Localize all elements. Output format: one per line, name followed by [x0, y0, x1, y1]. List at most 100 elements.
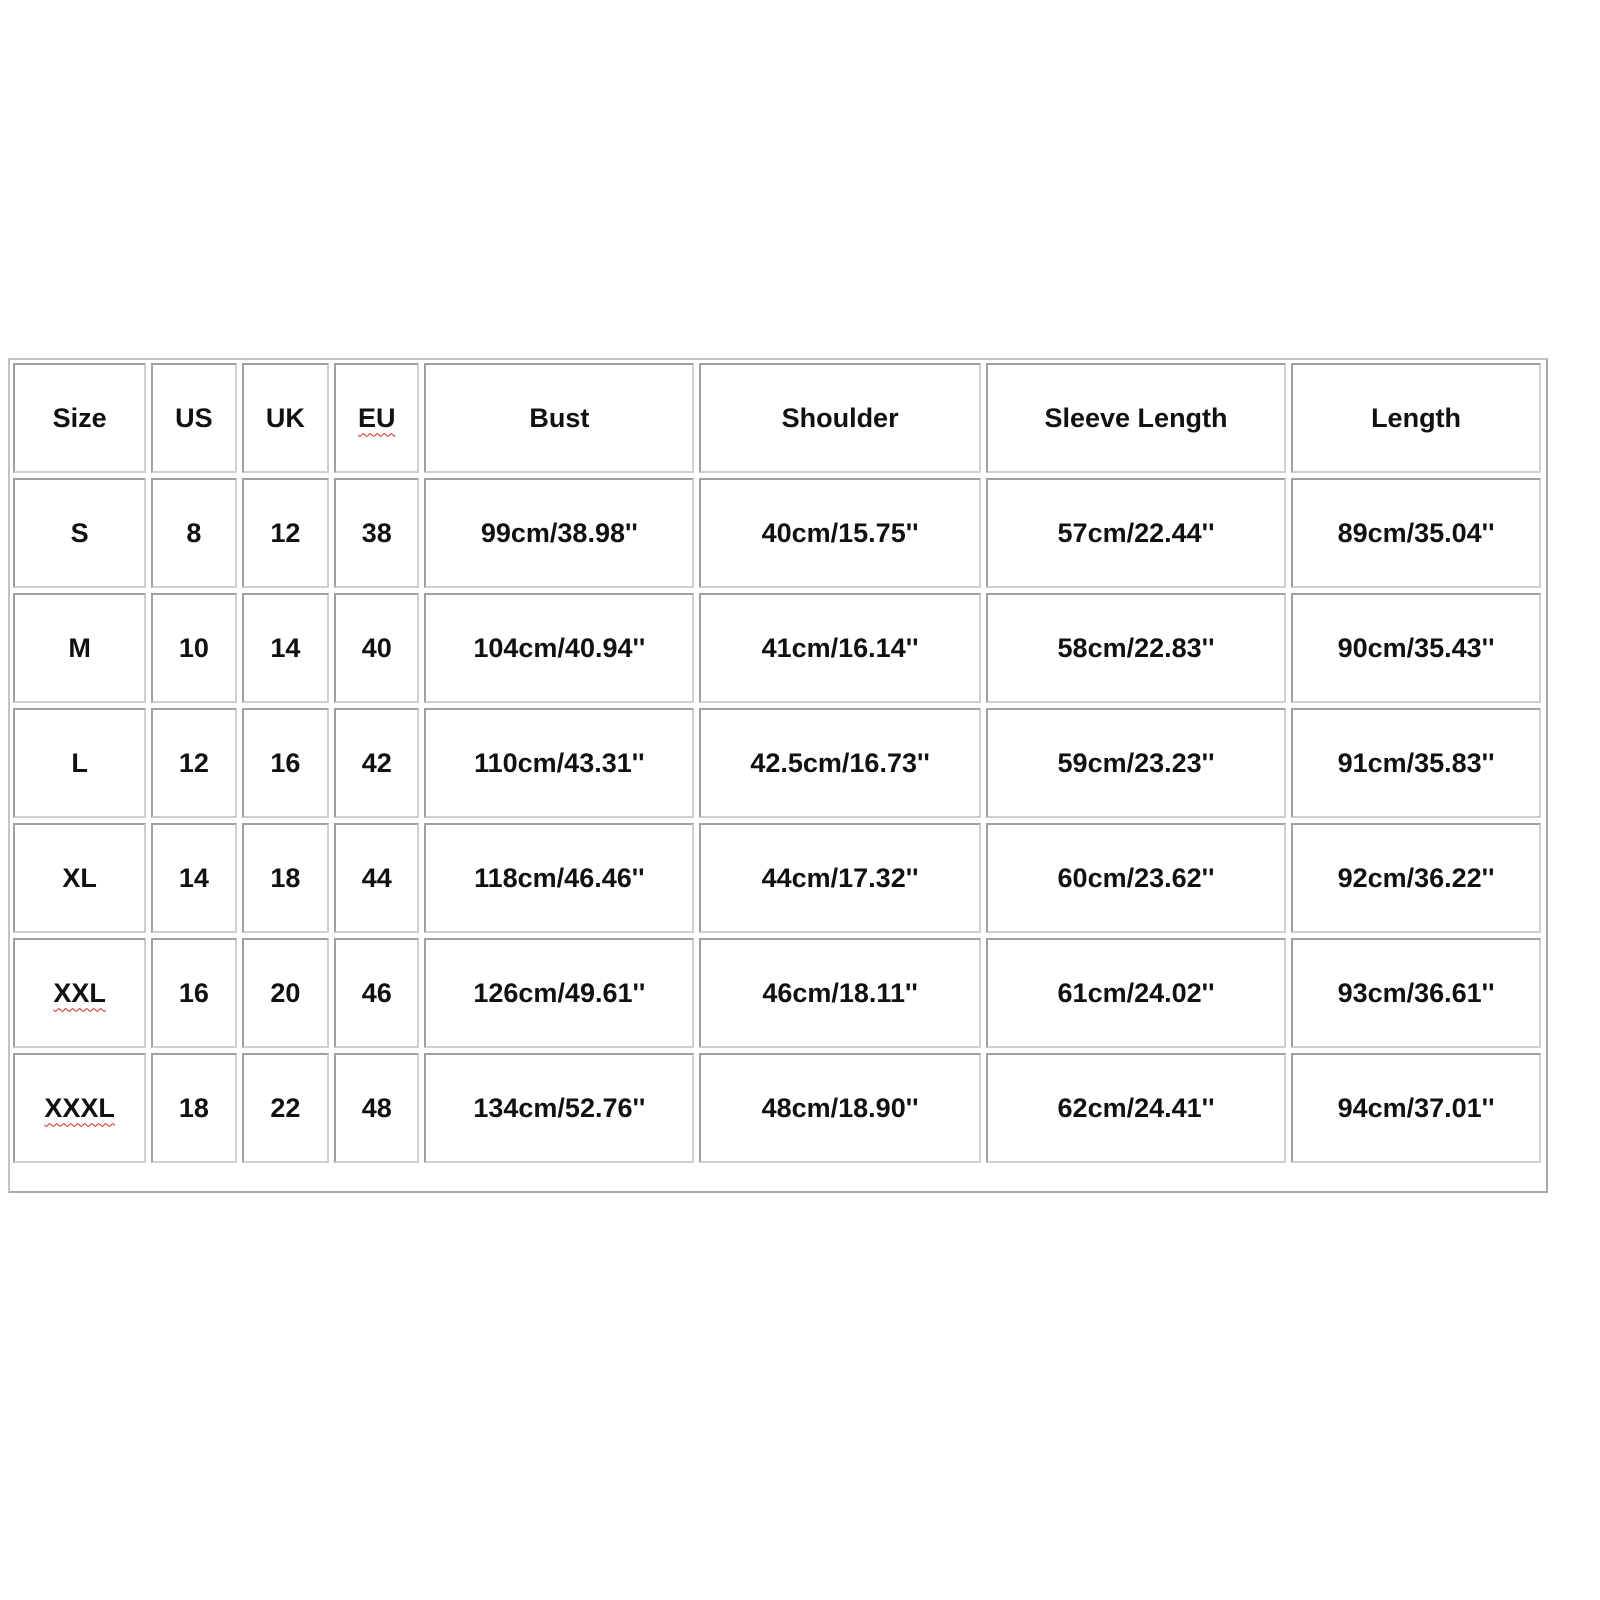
cell-text: 46: [361, 977, 392, 1008]
table-cell: 46: [334, 938, 420, 1048]
table-cell: XXXL: [13, 1053, 147, 1163]
table-cell: 104cm/40.94'': [424, 593, 695, 703]
cell-text: 61cm/24.02'': [1057, 977, 1215, 1008]
cell-text: XXL: [53, 977, 106, 1008]
table-cell: 89cm/35.04'': [1291, 478, 1541, 588]
table-cell: 61cm/24.02'': [985, 938, 1287, 1048]
table-cell: 12: [241, 478, 330, 588]
cell-text: 38: [361, 517, 392, 548]
size-chart-table: Size US UK EU Bust Shoulder Sleeve Length Lengt…: [8, 358, 1546, 1168]
table-cell: 42: [334, 708, 420, 818]
table-cell: 62cm/24.41'': [985, 1053, 1287, 1163]
cell-text: 134cm/52.76'': [473, 1092, 646, 1123]
table-cell: 44: [334, 823, 420, 933]
cell-text: 14: [270, 632, 301, 663]
cell-text: 40cm/15.75'': [761, 517, 919, 548]
cell-text: Bust: [529, 402, 590, 433]
cell-text: XL: [62, 862, 97, 893]
table-cell: 57cm/22.44'': [985, 478, 1287, 588]
cell-text: 18: [270, 862, 301, 893]
cell-text: 58cm/22.83'': [1057, 632, 1215, 663]
column-header: Length: [1291, 363, 1541, 473]
table-cell: 22: [241, 1053, 330, 1163]
cell-text: 46cm/18.11'': [762, 977, 918, 1008]
table-cell: 126cm/49.61'': [424, 938, 695, 1048]
table-cell: 12: [151, 708, 237, 818]
cell-text: M: [68, 632, 91, 663]
cell-text: 126cm/49.61'': [473, 977, 646, 1008]
table-cell: 58cm/22.83'': [985, 593, 1287, 703]
table-cell: 59cm/23.23'': [985, 708, 1287, 818]
cell-text: US: [175, 402, 213, 433]
table-row: S 8 12 38 99cm/38.98'' 40cm/15.75'' 57cm/22.44…: [13, 478, 1541, 588]
table-cell: 16: [151, 938, 237, 1048]
cell-text: 48cm/18.90'': [761, 1092, 919, 1123]
cell-text: Size: [52, 402, 107, 433]
table-cell: 38: [334, 478, 420, 588]
table-cell: 92cm/36.22'': [1291, 823, 1541, 933]
table-row: XL 14 18 44 118cm/46.46'' 44cm/17.32'' 60cm/23…: [13, 823, 1541, 933]
table-cell: 44cm/17.32'': [699, 823, 981, 933]
cell-text: Sleeve Length: [1044, 402, 1228, 433]
table-cell: 99cm/38.98'': [424, 478, 695, 588]
cell-text: 18: [178, 1092, 209, 1123]
table-cell: 94cm/37.01'': [1291, 1053, 1541, 1163]
cell-text: UK: [265, 402, 305, 433]
table-cell: 48: [334, 1053, 420, 1163]
table-cell: 16: [241, 708, 330, 818]
cell-text: 110cm/43.31'': [474, 747, 645, 778]
table-cell: 42.5cm/16.73'': [699, 708, 981, 818]
table-cell: 18: [241, 823, 330, 933]
cell-text: 42.5cm/16.73'': [750, 747, 930, 778]
cell-text: 99cm/38.98'': [480, 517, 638, 548]
table-cell: 90cm/35.43'': [1291, 593, 1541, 703]
column-header: Bust: [424, 363, 695, 473]
table-cell: 48cm/18.90'': [699, 1053, 981, 1163]
cell-text: L: [71, 747, 88, 778]
table-cell: 91cm/35.83'': [1291, 708, 1541, 818]
table-cell: 41cm/16.14'': [699, 593, 981, 703]
cell-text: 44cm/17.32'': [761, 862, 919, 893]
cell-text: 22: [270, 1092, 301, 1123]
cell-text: 89cm/35.04'': [1337, 517, 1495, 548]
cell-text: 10: [178, 632, 209, 663]
table-cell: 14: [241, 593, 330, 703]
cell-text: 42: [361, 747, 392, 778]
cell-text: Shoulder: [781, 402, 899, 433]
cell-text: 20: [270, 977, 301, 1008]
cell-text: 57cm/22.44'': [1057, 517, 1215, 548]
cell-text: EU: [358, 402, 396, 433]
table-row: L 12 16 42 110cm/43.31'' 42.5cm/16.73'' 59cm/2…: [13, 708, 1541, 818]
cell-text: 48: [361, 1092, 392, 1123]
table-cell: 118cm/46.46'': [424, 823, 695, 933]
table-cell: 93cm/36.61'': [1291, 938, 1541, 1048]
cell-text: 12: [178, 747, 209, 778]
table-cell: 14: [151, 823, 237, 933]
cell-text: 62cm/24.41'': [1057, 1092, 1215, 1123]
table-cell: 10: [151, 593, 237, 703]
column-header: UK: [241, 363, 330, 473]
cell-text: Length: [1371, 402, 1462, 433]
table-cell: 40cm/15.75'': [699, 478, 981, 588]
cell-text: S: [70, 517, 89, 548]
column-header: Shoulder: [699, 363, 981, 473]
table-row: XXL 16 20 46 126cm/49.61'' 46cm/18.11'' 61cm/2…: [13, 938, 1541, 1048]
cell-text: 59cm/23.23'': [1057, 747, 1215, 778]
cell-text: 14: [178, 862, 209, 893]
header-row: Size US UK EU Bust Shoulder Sleeve Length Lengt…: [13, 363, 1541, 473]
cell-text: 93cm/36.61'': [1337, 977, 1495, 1008]
table-row: M 10 14 40 104cm/40.94'' 41cm/16.14'' 58cm/22.…: [13, 593, 1541, 703]
cell-text: 41cm/16.14'': [761, 632, 919, 663]
cell-text: 94cm/37.01'': [1337, 1092, 1495, 1123]
cell-text: 60cm/23.62'': [1057, 862, 1215, 893]
table-cell: 46cm/18.11'': [699, 938, 981, 1048]
table-cell: L: [13, 708, 147, 818]
table-cell: XXL: [13, 938, 147, 1048]
cell-text: 8: [186, 517, 202, 548]
table-cell: 110cm/43.31'': [424, 708, 695, 818]
table-cell: 134cm/52.76'': [424, 1053, 695, 1163]
cell-text: 12: [270, 517, 301, 548]
column-header: Sleeve Length: [985, 363, 1287, 473]
table-cell: 8: [151, 478, 237, 588]
table-cell: 40: [334, 593, 420, 703]
